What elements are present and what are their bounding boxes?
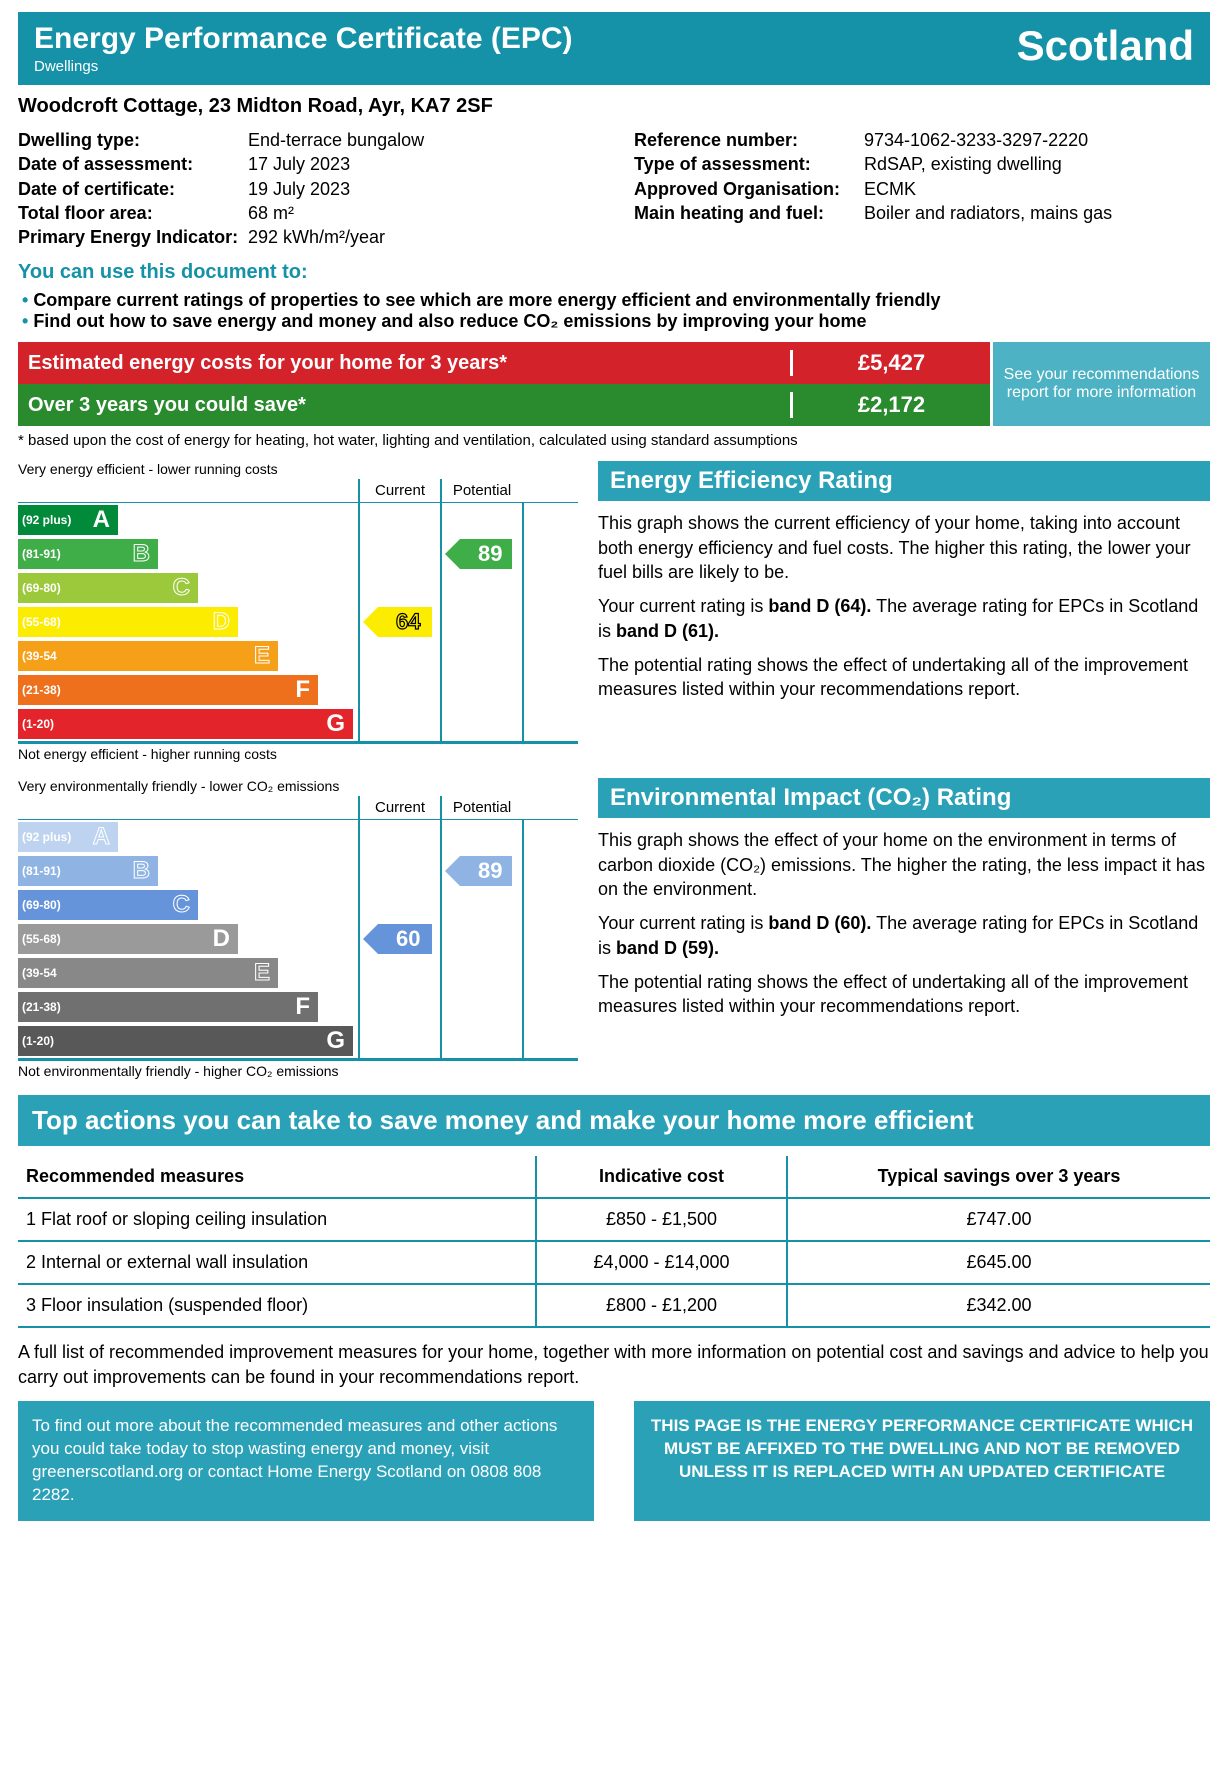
use-bullets: Compare current ratings of properties to…	[18, 290, 1210, 332]
use-bullet: Compare current ratings of properties to…	[22, 290, 1210, 311]
detail-label: Total floor area:	[18, 201, 248, 225]
detail-value: Boiler and radiators, mains gas	[864, 201, 1210, 225]
chart-top-label: Very environmentally friendly - lower CO…	[18, 778, 578, 794]
estimated-cost-label: Estimated energy costs for your home for…	[18, 352, 790, 375]
actions-table: Recommended measuresIndicative costTypic…	[18, 1156, 1210, 1328]
detail-value: RdSAP, existing dwelling	[864, 152, 1210, 176]
rating-band-g: (1-20)G	[18, 1026, 353, 1056]
potential-rating-arrow: 89	[460, 856, 512, 886]
impact-heading: Environmental Impact (CO₂) Rating	[598, 778, 1210, 818]
rating-band-c: (69-80)C	[18, 573, 198, 603]
rating-band-d: (55-68)D	[18, 924, 238, 954]
property-details: Dwelling type:End-terrace bungalowDate o…	[18, 128, 1210, 249]
rating-band-f: (21-38)F	[18, 675, 318, 705]
potential-column-header: Potential	[440, 479, 522, 502]
header-bar: Energy Performance Certificate (EPC) Dwe…	[18, 12, 1210, 85]
estimated-cost-value: £5,427	[790, 350, 990, 376]
actions-col-header: Recommended measures	[18, 1156, 536, 1198]
potential-rating-arrow: 89	[460, 539, 512, 569]
current-column-header: Current	[358, 479, 440, 502]
current-rating-arrow: 60	[378, 924, 432, 954]
table-row: 1 Flat roof or sloping ceiling insulatio…	[18, 1198, 1210, 1241]
detail-value: 19 July 2023	[248, 177, 594, 201]
detail-label: Date of certificate:	[18, 177, 248, 201]
detail-value: 17 July 2023	[248, 152, 594, 176]
detail-label: Approved Organisation:	[634, 177, 864, 201]
efficiency-p3: The potential rating shows the effect of…	[598, 653, 1210, 702]
property-address: Woodcroft Cottage, 23 Midton Road, Ayr, …	[18, 95, 1210, 118]
cost-summary: Estimated energy costs for your home for…	[18, 342, 1210, 426]
detail-label: Type of assessment:	[634, 152, 864, 176]
efficiency-p2: Your current rating is band D (64). The …	[598, 594, 1210, 643]
actions-footer-text: A full list of recommended improvement m…	[18, 1340, 1210, 1389]
rating-band-a: (92 plus)A	[18, 505, 118, 535]
detail-value: 292 kWh/m²/year	[248, 225, 594, 249]
top-actions-heading: Top actions you can take to save money a…	[18, 1095, 1210, 1146]
rating-band-a: (92 plus)A	[18, 822, 118, 852]
detail-label: Main heating and fuel:	[634, 201, 864, 225]
rating-band-g: (1-20)G	[18, 709, 353, 739]
rating-band-b: (81-91)B	[18, 856, 158, 886]
rating-band-c: (69-80)C	[18, 890, 198, 920]
use-heading: You can use this document to:	[18, 261, 1210, 284]
actions-col-header: Typical savings over 3 years	[787, 1156, 1210, 1198]
cost-footnote: * based upon the cost of energy for heat…	[18, 432, 1210, 449]
impact-p1: This graph shows the effect of your home…	[598, 828, 1210, 901]
efficiency-heading: Energy Efficiency Rating	[598, 461, 1210, 501]
potential-column-header: Potential	[440, 796, 522, 819]
page-subtitle: Dwellings	[34, 58, 573, 75]
table-row: 2 Internal or external wall insulation£4…	[18, 1241, 1210, 1284]
rating-band-d: (55-68)D	[18, 607, 238, 637]
detail-label: Date of assessment:	[18, 152, 248, 176]
savings-value: £2,172	[790, 392, 990, 418]
detail-value: ECMK	[864, 177, 1210, 201]
detail-label: Dwelling type:	[18, 128, 248, 152]
chart-bottom-label: Not environmentally friendly - higher CO…	[18, 1063, 578, 1079]
rating-band-b: (81-91)B	[18, 539, 158, 569]
recommendations-link: See your recommendations report for more…	[990, 342, 1210, 426]
region-label: Scotland	[1017, 22, 1194, 70]
detail-value: 9734-1062-3233-3297-2220	[864, 128, 1210, 152]
table-row: 3 Floor insulation (suspended floor)£800…	[18, 1284, 1210, 1327]
detail-label: Primary Energy Indicator:	[18, 225, 248, 249]
actions-col-header: Indicative cost	[536, 1156, 787, 1198]
detail-value: 68 m²	[248, 201, 594, 225]
current-rating-arrow: 64	[378, 607, 432, 637]
rating-band-e: (39-54E	[18, 958, 278, 988]
savings-label: Over 3 years you could save*	[18, 394, 790, 417]
chart-bottom-label: Not energy efficient - higher running co…	[18, 746, 578, 762]
rating-band-e: (39-54E	[18, 641, 278, 671]
info-box-right: THIS PAGE IS THE ENERGY PERFORMANCE CERT…	[634, 1401, 1210, 1521]
info-box-left: To find out more about the recommended m…	[18, 1401, 594, 1521]
impact-p3: The potential rating shows the effect of…	[598, 970, 1210, 1019]
efficiency-p1: This graph shows the current efficiency …	[598, 511, 1210, 584]
use-bullet: Find out how to save energy and money an…	[22, 311, 1210, 332]
rating-band-f: (21-38)F	[18, 992, 318, 1022]
detail-label: Reference number:	[634, 128, 864, 152]
page-title: Energy Performance Certificate (EPC)	[34, 22, 573, 56]
impact-p2: Your current rating is band D (60). The …	[598, 911, 1210, 960]
current-column-header: Current	[358, 796, 440, 819]
chart-top-label: Very energy efficient - lower running co…	[18, 461, 578, 477]
detail-value: End-terrace bungalow	[248, 128, 594, 152]
